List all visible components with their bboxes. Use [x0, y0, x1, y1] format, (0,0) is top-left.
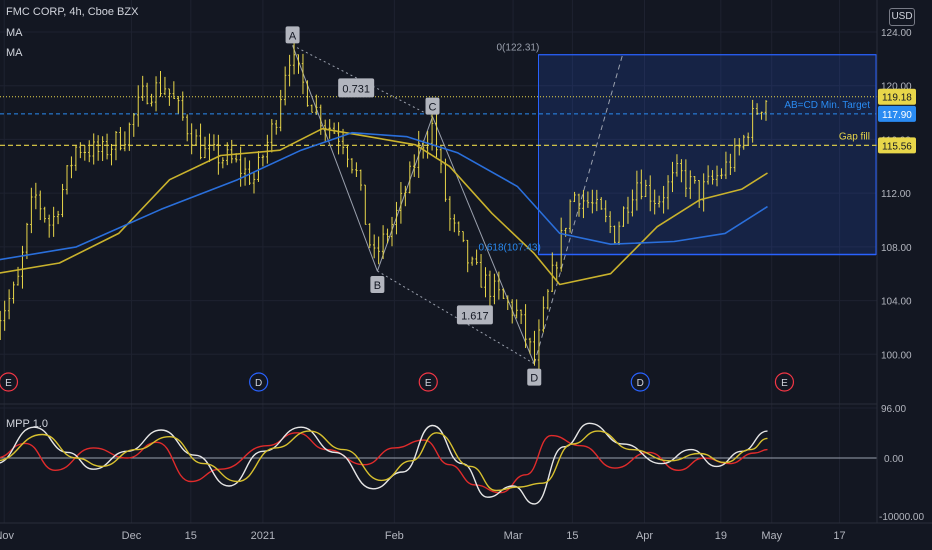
- fibonacci-bottom-label: 0.618(107.43): [479, 243, 541, 254]
- price-label-text: 115.56: [882, 141, 912, 152]
- price-tick-label: 96.00: [881, 404, 906, 415]
- target-label: AB=CD Min. Target: [784, 100, 870, 111]
- ratio-box: [456, 305, 493, 325]
- oscillator-tick-label: -10000.00: [879, 512, 924, 523]
- price-label-box: [878, 88, 916, 105]
- price-tick-label: 100.00: [881, 350, 912, 361]
- pattern-point-label: D: [530, 373, 538, 385]
- oscillator-line-yellow: [0, 430, 768, 492]
- indicator-ma-1[interactable]: MA: [6, 27, 23, 39]
- currency-label[interactable]: USD: [889, 8, 915, 26]
- price-tick-label: 112.00: [881, 189, 911, 200]
- chart-title: FMC CORP, 4h, Cboe BZX: [6, 6, 139, 18]
- price-label-text: 117.90: [882, 110, 912, 121]
- ratio-label: 0.731: [342, 83, 370, 95]
- pattern-point-label: B: [374, 280, 381, 292]
- event-marker-dividend: [630, 372, 650, 392]
- time-tick-label: Nov: [0, 530, 15, 542]
- ratio-line-ac: [292, 44, 433, 118]
- price-tick-label: 108.00: [881, 243, 912, 254]
- ratio-box: [338, 78, 375, 98]
- event-marker-label: E: [781, 378, 788, 389]
- time-tick-label: 15: [566, 530, 578, 542]
- oscillator-pane: [0, 403, 877, 505]
- price-tick-label: 124.00: [881, 28, 912, 39]
- event-marker-label: E: [425, 378, 432, 389]
- event-marker-label: D: [255, 378, 262, 389]
- price-label-box: [878, 137, 916, 154]
- pattern-leg: [292, 45, 378, 272]
- pattern-point-box: [370, 276, 385, 294]
- event-marker-earnings: [418, 372, 438, 392]
- ma-line-2: [0, 131, 768, 261]
- pattern-point-box: [285, 26, 300, 44]
- gap-fill-label: Gap fill: [839, 131, 870, 142]
- time-tick-label: Feb: [385, 530, 404, 542]
- pattern-leg: [432, 116, 535, 364]
- time-tick-label: 15: [185, 530, 197, 542]
- time-tick-label: Dec: [122, 530, 142, 542]
- fibonacci-box: [538, 54, 877, 256]
- event-marker-earnings: [0, 372, 19, 392]
- price-tick-label: 104.00: [881, 297, 912, 308]
- time-tick-label: May: [761, 530, 782, 542]
- pattern-point-box: [425, 97, 440, 115]
- time-tick-label: Apr: [636, 530, 653, 542]
- pattern-point-label: A: [289, 30, 297, 42]
- time-tick-label: 17: [833, 530, 845, 542]
- event-marker-label: E: [5, 378, 12, 389]
- event-marker-earnings: [774, 372, 795, 392]
- abcd-pattern-labels: A B C D 0.731 1.617: [285, 26, 542, 386]
- event-marker-label: D: [637, 378, 644, 389]
- oscillator-tick-label: 0.00: [884, 454, 904, 465]
- ratio-line-bd: [377, 270, 535, 365]
- fibonacci-top-label: 0(122.31): [497, 43, 540, 54]
- price-tick-label: 120.00: [881, 82, 912, 93]
- price-label-text: 119.18: [882, 93, 912, 104]
- moving-averages: [0, 127, 768, 286]
- time-tick-label: 2021: [251, 530, 275, 542]
- pattern-point-label: C: [429, 102, 437, 114]
- ratio-label: 1.617: [461, 310, 489, 322]
- horizontal-levels: [0, 96, 877, 146]
- event-marker-dividend: [249, 372, 269, 392]
- price-labels: 119.18 117.90 115.56: [878, 88, 916, 154]
- time-tick-label: 19: [715, 530, 727, 542]
- pattern-point-box: [527, 368, 542, 386]
- oscillator-title[interactable]: MPP 1.0: [6, 418, 48, 430]
- indicator-ma-2[interactable]: MA: [6, 47, 23, 59]
- time-tick-label: Mar: [504, 530, 523, 542]
- grid: [0, 0, 877, 523]
- price-label-box: [878, 105, 916, 122]
- oscillator-line-red: [0, 432, 768, 494]
- ma-line-1: [0, 127, 768, 286]
